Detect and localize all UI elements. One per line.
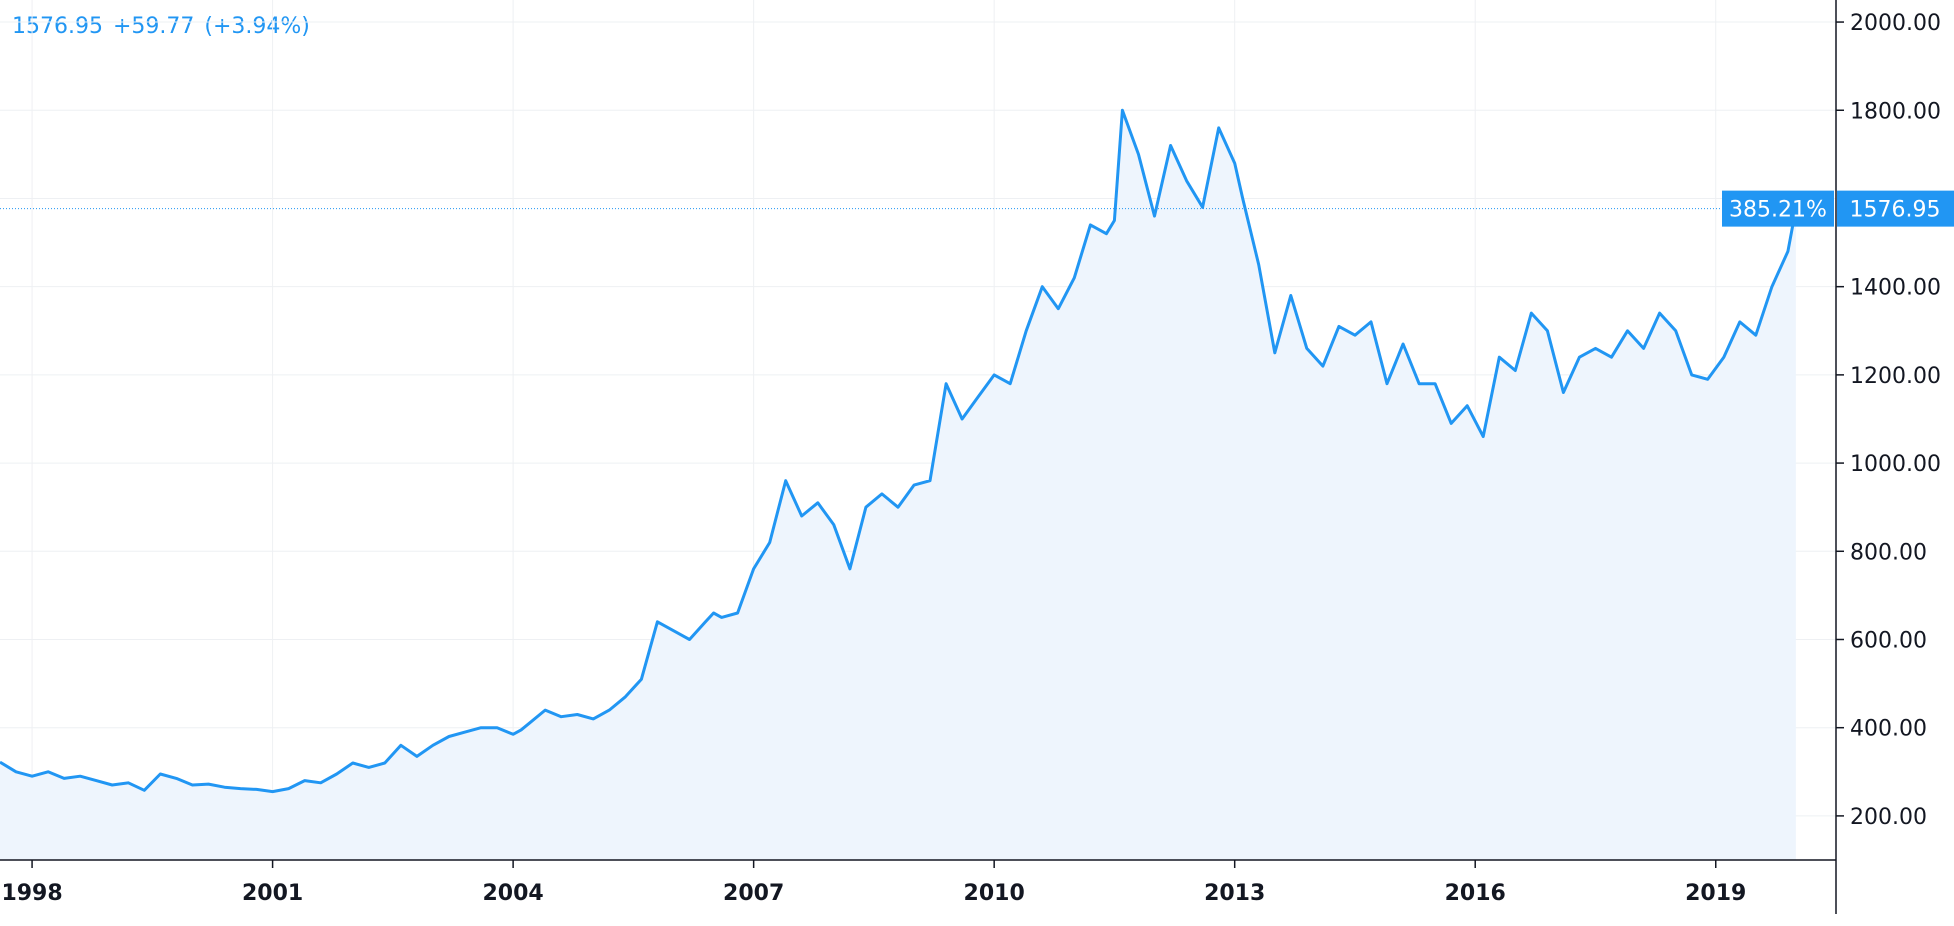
percent-badge — [1722, 190, 1834, 227]
price-change-percent: (+3.94%) — [204, 14, 310, 39]
price-header: 1576.95 +59.77 (+3.94%) — [12, 14, 320, 39]
x-tick-label: 2010 — [964, 881, 1025, 906]
y-tick-label: 2000.00 — [1850, 11, 1941, 36]
y-tick-label: 400.00 — [1850, 717, 1927, 742]
x-tick-label: 2016 — [1445, 881, 1506, 906]
x-axis-ticks: 1998 2001 2004 2007 2010 2013 2016 2019 — [1, 860, 1746, 906]
x-tick-label: 2004 — [483, 881, 544, 906]
price-area — [0, 110, 1796, 861]
y-tick-label: 1800.00 — [1850, 99, 1941, 124]
y-tick-label: 1200.00 — [1850, 364, 1941, 389]
percent-badge-text: 385.21% — [1729, 198, 1827, 223]
y-tick-label: 1400.00 — [1850, 276, 1941, 301]
price-badge — [1837, 190, 1954, 227]
y-tick-label: 800.00 — [1850, 540, 1927, 565]
x-tick-label: 2007 — [723, 881, 784, 906]
price-badge-text: 1576.95 — [1850, 198, 1941, 223]
y-tick-label: 1000.00 — [1850, 452, 1941, 477]
price-line — [0, 108, 1798, 794]
y-tick-label: 200.00 — [1850, 805, 1927, 830]
y-axis-ticks: 200.00 400.00 600.00 800.00 1000.00 1200.00 14… — [1836, 11, 1941, 830]
x-tick-label: 2019 — [1685, 881, 1746, 906]
x-tick-label: 2001 — [242, 881, 303, 906]
x-tick-label: 2013 — [1204, 881, 1265, 906]
price-badges: 385.21% 1576.95 — [1722, 190, 1954, 227]
y-tick-label: 600.00 — [1850, 628, 1927, 653]
x-tick-label: 1998 — [1, 881, 62, 906]
price-change: +59.77 — [112, 14, 195, 39]
last-price: 1576.95 — [12, 14, 103, 39]
